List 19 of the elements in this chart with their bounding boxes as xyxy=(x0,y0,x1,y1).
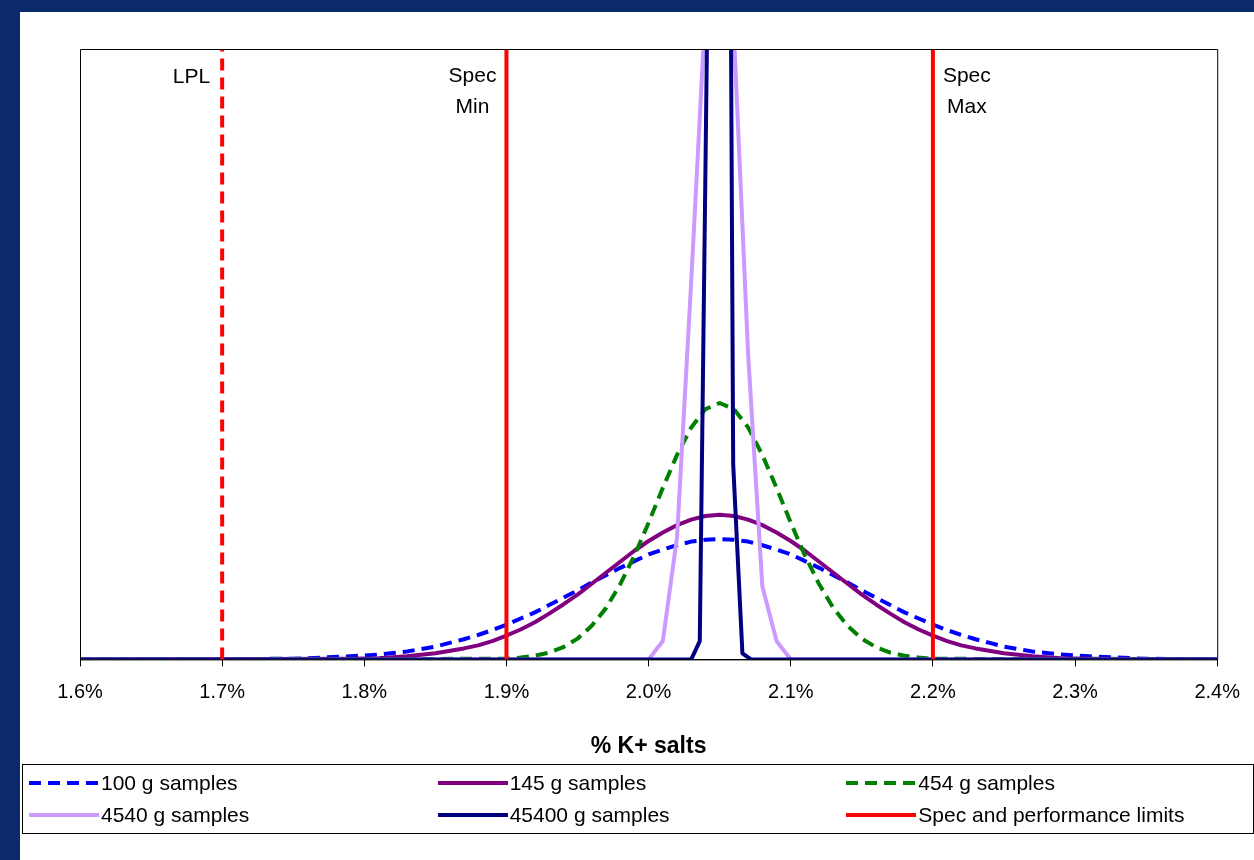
x-tick-label: 2.0% xyxy=(625,679,672,702)
x-tick-label: 1.8% xyxy=(341,679,388,702)
x-tick-label: 2.3% xyxy=(1052,679,1099,702)
x-axis-title: % K+ salts xyxy=(590,731,707,758)
legend-label: Spec and performance limits xyxy=(918,803,1185,827)
x-tick-label: 2.4% xyxy=(1194,679,1241,702)
annotation: Spec Min xyxy=(448,63,497,118)
x-tick-label: 2.2% xyxy=(910,679,956,702)
ref-line-label: LPL xyxy=(172,63,211,87)
x-tick-label: 1.6% xyxy=(57,679,104,702)
legend-label: 454 g samples xyxy=(918,771,1055,795)
legend-label: 4540 g samples xyxy=(101,803,250,827)
annotation: Spec Max xyxy=(942,63,991,118)
x-tick-label: 1.7% xyxy=(199,679,246,702)
legend-label: 145 g samples xyxy=(509,771,647,795)
x-tick-label: 2.1% xyxy=(767,679,814,702)
legend-label: 100 g samples xyxy=(101,771,238,795)
x-tick-label: 1.9% xyxy=(483,679,530,702)
legend-label: 45400 g samples xyxy=(509,803,670,827)
